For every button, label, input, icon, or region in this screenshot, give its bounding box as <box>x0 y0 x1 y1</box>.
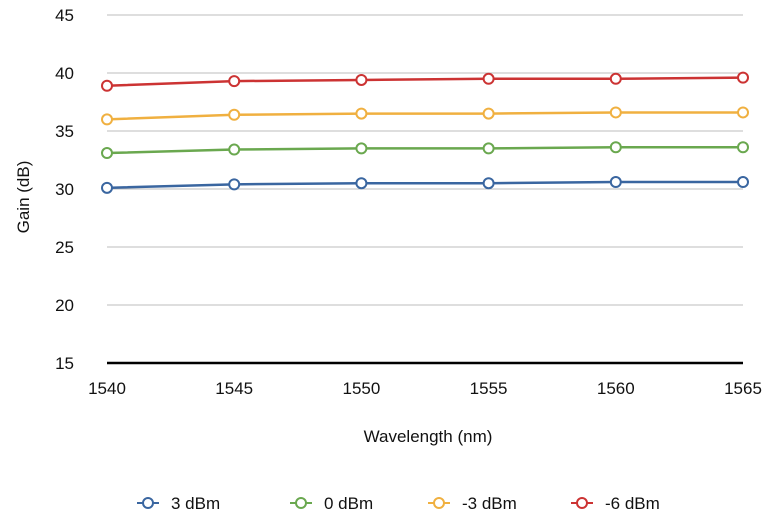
data-point <box>228 75 241 88</box>
data-point <box>609 106 622 119</box>
legend-label: 3 dBm <box>171 494 220 513</box>
series-line <box>106 180 743 190</box>
legend-swatch-marker <box>295 497 307 509</box>
legend-label: -6 dBm <box>605 494 660 513</box>
series-line <box>106 76 744 88</box>
y-tick-label: 45 <box>55 6 74 25</box>
data-point <box>228 108 241 121</box>
legend-swatch-marker <box>433 497 445 509</box>
series-1 <box>101 176 749 194</box>
legend-swatch-marker <box>576 497 588 509</box>
data-point <box>101 181 113 194</box>
series-layer <box>101 71 749 194</box>
legend-item: 3 dBm <box>137 494 220 513</box>
data-point <box>355 73 368 86</box>
data-point <box>101 79 113 92</box>
x-tick-label: 1545 <box>215 379 253 398</box>
legend-item: -3 dBm <box>428 494 517 513</box>
data-point <box>355 142 368 155</box>
series-line <box>106 111 743 121</box>
data-point <box>482 177 495 190</box>
data-point <box>737 141 749 154</box>
y-tick-label: 35 <box>55 122 74 141</box>
data-point <box>482 72 495 85</box>
legend-item: 0 dBm <box>290 494 373 513</box>
gridlines <box>107 14 743 306</box>
data-point <box>737 176 749 189</box>
y-tick-label: 15 <box>55 354 74 373</box>
x-axis-ticks: 1540 1545 1550 1555 1560 1565 <box>88 379 762 398</box>
data-point <box>482 142 495 155</box>
data-point <box>355 107 368 120</box>
y-tick-label: 40 <box>55 64 74 83</box>
legend-swatch-marker <box>142 497 154 509</box>
series-line <box>106 145 743 155</box>
data-point <box>482 107 495 120</box>
legend: 3 dBm 0 dBm -3 dBm -6 dBm <box>137 494 660 513</box>
y-tick-label: 25 <box>55 238 74 257</box>
data-point <box>609 176 622 189</box>
series-2 <box>101 141 749 160</box>
y-axis-ticks: 15 20 25 30 35 40 45 <box>55 6 74 373</box>
data-point <box>228 143 241 156</box>
data-point <box>609 141 622 154</box>
data-point <box>101 113 113 126</box>
legend-label: -3 dBm <box>462 494 517 513</box>
x-tick-label: 1540 <box>88 379 126 398</box>
series-4 <box>101 71 749 92</box>
x-tick-label: 1550 <box>342 379 380 398</box>
data-point <box>609 72 622 85</box>
legend-label: 0 dBm <box>324 494 373 513</box>
data-point <box>101 147 113 160</box>
x-tick-label: 1560 <box>597 379 635 398</box>
x-tick-label: 1565 <box>724 379 762 398</box>
data-point <box>355 177 368 190</box>
y-tick-label: 20 <box>55 296 74 315</box>
data-point <box>228 178 241 191</box>
data-point <box>737 106 749 119</box>
x-axis-title: Wavelength (nm) <box>364 427 493 446</box>
y-axis-title: Gain (dB) <box>14 161 33 234</box>
x-tick-label: 1555 <box>470 379 508 398</box>
y-tick-label: 30 <box>55 180 74 199</box>
legend-item: -6 dBm <box>571 494 660 513</box>
data-point <box>737 71 749 84</box>
series-3 <box>101 106 749 126</box>
